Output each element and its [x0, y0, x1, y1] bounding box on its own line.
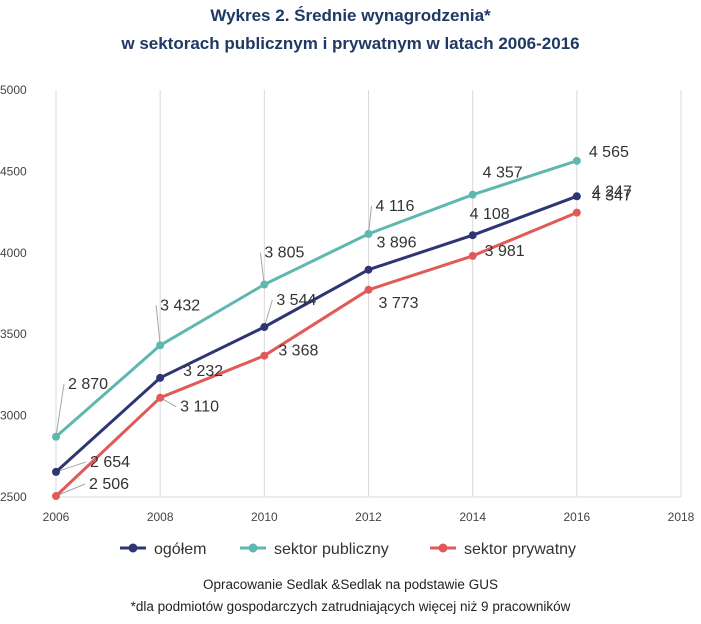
data-label: 3 232 — [183, 363, 223, 380]
data-point — [468, 190, 477, 199]
legend-label: ogółem — [154, 541, 206, 558]
data-label: 2 654 — [90, 454, 130, 471]
x-tick-label: 2006 — [43, 510, 70, 524]
data-label: 3 805 — [264, 245, 304, 262]
y-tick-label: 4000 — [0, 246, 27, 260]
data-point — [52, 492, 60, 501]
series-line-2 — [54, 211, 578, 498]
label-leader — [55, 461, 87, 473]
data-label: 3 432 — [160, 297, 200, 314]
data-point — [260, 351, 269, 360]
x-tick-label: 2016 — [563, 510, 590, 524]
data-label: 4 347 — [592, 187, 632, 204]
data-label: 3 544 — [276, 292, 316, 309]
data-label: 4 108 — [470, 206, 510, 223]
data-point — [156, 393, 165, 402]
series-line-1 — [55, 159, 578, 438]
data-label: 3 110 — [180, 399, 219, 416]
label-leader — [55, 383, 65, 437]
y-tick-label: 2500 — [0, 490, 27, 504]
data-label: 3 896 — [377, 235, 417, 252]
data-label: 3 773 — [379, 295, 419, 312]
data-point — [364, 265, 373, 274]
leader-layer — [55, 205, 372, 497]
data-point — [52, 432, 60, 441]
label-leader — [55, 483, 86, 497]
x-tick-label: 2014 — [459, 510, 486, 524]
label-leader — [259, 252, 265, 285]
series-layer — [52, 156, 581, 501]
data-label: 4 247 — [592, 184, 632, 201]
footnote: *dla podmiotów gospodarczych zatrudniają… — [130, 599, 571, 614]
legend-swatch-marker — [248, 543, 258, 553]
data-point — [156, 373, 165, 382]
label-leader — [368, 205, 372, 234]
y-tick-label: 3500 — [0, 327, 27, 341]
data-label: 4 116 — [376, 198, 415, 215]
data-point — [572, 208, 581, 217]
data-point — [572, 156, 581, 165]
source-note: Opracowanie Sedlak &Sedlak na podstawie … — [203, 577, 498, 592]
line-chart: 2006 2008 2010 2012 2014 2016 2018 2500 3000 3500… — [0, 83, 695, 558]
series-line-0 — [54, 194, 578, 474]
data-point — [572, 192, 581, 201]
legend-swatch-marker — [438, 543, 448, 553]
x-tick-label: 2008 — [147, 510, 174, 524]
chart-title-line-2: w sektorach publicznym i prywatnym w lat… — [121, 34, 580, 53]
data-label: 4 357 — [483, 165, 523, 182]
data-point — [468, 251, 477, 260]
label-leader — [155, 305, 161, 346]
label-layer: 2 654 3 232 3 544 3 896 4 108 4 347 2 870 3 432… — [68, 144, 632, 493]
y-tick-label: 5000 — [0, 83, 27, 97]
data-label: 2 870 — [68, 376, 108, 393]
data-point — [364, 229, 373, 238]
legend: ogółem sektor publiczny sektor prywatny — [120, 541, 576, 558]
x-tick-label: 2018 — [668, 510, 695, 524]
legend-swatch-marker — [128, 543, 138, 553]
axis-layer: 2006 2008 2010 2012 2014 2016 2018 2500 3000 3500… — [0, 83, 695, 524]
data-point — [156, 341, 165, 350]
data-label: 3 981 — [485, 243, 525, 260]
data-point — [52, 467, 60, 476]
legend-label: sektor publiczny — [274, 541, 389, 558]
data-point — [260, 280, 269, 289]
label-leader — [263, 299, 273, 328]
x-tick-label: 2010 — [251, 510, 278, 524]
data-label: 4 565 — [589, 144, 629, 161]
data-point — [260, 323, 269, 332]
data-point — [468, 231, 477, 240]
legend-label: sektor prywatny — [464, 541, 576, 558]
data-label: 2 506 — [89, 476, 129, 493]
data-label: 3 368 — [278, 343, 318, 360]
y-tick-label: 4500 — [0, 164, 27, 178]
x-tick-label: 2012 — [355, 510, 382, 524]
data-point — [364, 285, 373, 294]
chart-title-line-1: Wykres 2. Średnie wynagrodzenia* — [210, 6, 491, 25]
y-tick-label: 3000 — [0, 409, 27, 423]
